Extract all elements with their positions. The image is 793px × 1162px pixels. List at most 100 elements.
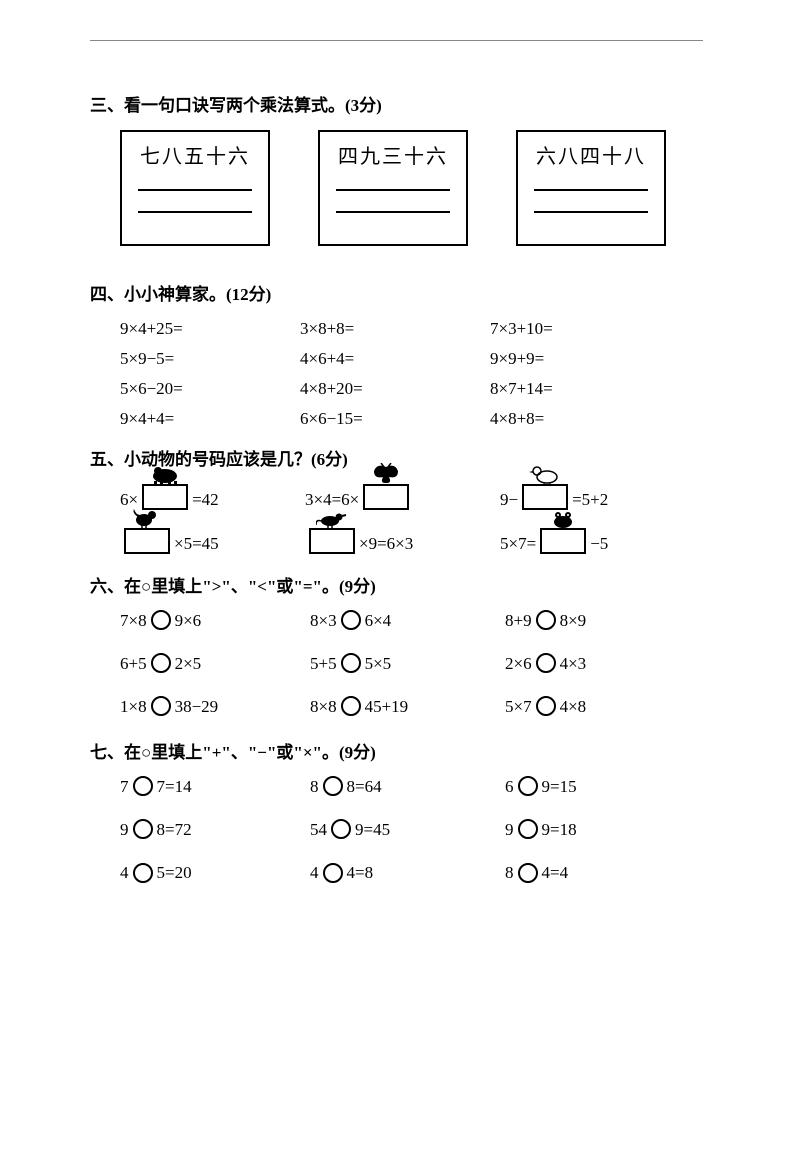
lhs: 4 bbox=[310, 863, 319, 882]
circle-blank[interactable] bbox=[536, 653, 556, 673]
section5-row1: 6× =42 3×4=6× 9− bbox=[120, 484, 703, 510]
rhs: 8=72 bbox=[157, 820, 192, 839]
fill-item: ×9=6×3 bbox=[305, 528, 500, 554]
compare-item: 5×74×8 bbox=[505, 697, 680, 718]
rhyme-box-1: 七八五十六 bbox=[120, 130, 270, 246]
calc-item: 8×7+14= bbox=[490, 379, 660, 399]
rhyme-box-3: 六八四十八 bbox=[516, 130, 666, 246]
lhs: 6 bbox=[505, 777, 514, 796]
answer-line[interactable] bbox=[336, 189, 450, 191]
rhs: 4=8 bbox=[347, 863, 374, 882]
lhs: 1×8 bbox=[120, 697, 147, 716]
lhs: 9 bbox=[120, 820, 129, 839]
rhs: 5×5 bbox=[365, 654, 392, 673]
lhs: 8×8 bbox=[310, 697, 337, 716]
compare-item: 8+98×9 bbox=[505, 611, 680, 632]
section7-grid: 77=14 88=64 69=15 98=72 549=45 99=18 45=… bbox=[120, 777, 703, 884]
answer-box[interactable] bbox=[124, 528, 170, 554]
circle-blank[interactable] bbox=[151, 610, 171, 630]
answer-line[interactable] bbox=[138, 211, 252, 213]
section6-grid: 7×89×6 8×36×4 8+98×9 6+52×5 5+55×5 2×64×… bbox=[120, 611, 703, 718]
calc-item: 9×4+4= bbox=[120, 409, 300, 429]
op-item: 9 8=72 bbox=[120, 820, 310, 841]
circle-blank[interactable] bbox=[323, 863, 343, 883]
expr-post: −5 bbox=[590, 534, 608, 554]
fill-item: 9− =5+2 bbox=[500, 484, 680, 510]
rooster-icon bbox=[132, 505, 162, 529]
lhs: 8 bbox=[505, 863, 514, 882]
lhs: 5×7 bbox=[505, 697, 532, 716]
circle-blank[interactable] bbox=[323, 776, 343, 796]
circle-blank[interactable] bbox=[341, 610, 361, 630]
calc-item: 5×6−20= bbox=[120, 379, 300, 399]
rhyme-text-1: 七八五十六 bbox=[134, 140, 256, 169]
expr-pre: 5×7= bbox=[500, 534, 536, 554]
frog-icon bbox=[549, 509, 577, 529]
rhs: 4=4 bbox=[542, 863, 569, 882]
lhs: 54 bbox=[310, 820, 327, 839]
calc-item: 4×8+20= bbox=[300, 379, 490, 399]
circle-blank[interactable] bbox=[133, 819, 153, 839]
rhyme-box-2: 四九三十六 bbox=[318, 130, 468, 246]
section3-title: 三、看一句口诀写两个乘法算式。(3分) bbox=[90, 91, 703, 116]
lhs: 9 bbox=[505, 820, 514, 839]
rhs: 9=45 bbox=[355, 820, 390, 839]
circle-blank[interactable] bbox=[151, 696, 171, 716]
answer-box[interactable] bbox=[363, 484, 409, 510]
circle-blank[interactable] bbox=[133, 863, 153, 883]
circle-blank[interactable] bbox=[518, 863, 538, 883]
compare-item: 5+5 5×5 bbox=[310, 654, 505, 675]
rhs: 4×3 bbox=[560, 654, 587, 673]
rhs: 9=15 bbox=[542, 777, 577, 796]
compare-item: 8×8 45+19 bbox=[310, 697, 505, 718]
calc-item: 7×3+10= bbox=[490, 319, 660, 339]
circle-blank[interactable] bbox=[341, 696, 361, 716]
answer-line[interactable] bbox=[534, 189, 648, 191]
lhs: 8+9 bbox=[505, 611, 532, 630]
rhs: 45+19 bbox=[365, 697, 409, 716]
op-item: 6 9=15 bbox=[505, 777, 680, 798]
section5-body: 6× =42 3×4=6× 9− bbox=[120, 484, 703, 554]
answer-box[interactable] bbox=[522, 484, 568, 510]
answer-line[interactable] bbox=[336, 211, 450, 213]
compare-item: 2×64×3 bbox=[505, 654, 680, 675]
rhs: 5=20 bbox=[157, 863, 192, 882]
circle-blank[interactable] bbox=[341, 653, 361, 673]
circle-blank[interactable] bbox=[536, 610, 556, 630]
section5-row2: ×5=45 ×9=6×3 5×7= −5 bbox=[120, 528, 703, 554]
circle-blank[interactable] bbox=[518, 776, 538, 796]
calc-item: 3×8+8= bbox=[300, 319, 490, 339]
duck-icon bbox=[529, 463, 561, 485]
butterfly-icon bbox=[371, 463, 401, 485]
op-item: 88=64 bbox=[310, 777, 505, 798]
circle-blank[interactable] bbox=[331, 819, 351, 839]
expr-post: =42 bbox=[192, 490, 219, 510]
rhyme-text-3: 六八四十八 bbox=[530, 140, 652, 169]
op-item: 54 9=45 bbox=[310, 820, 505, 841]
lhs: 5+5 bbox=[310, 654, 337, 673]
lhs: 6+5 bbox=[120, 654, 147, 673]
op-item: 4 4=8 bbox=[310, 863, 505, 884]
op-item: 77=14 bbox=[120, 777, 310, 798]
answer-box[interactable] bbox=[540, 528, 586, 554]
calc-item: 9×9+9= bbox=[490, 349, 660, 369]
circle-blank[interactable] bbox=[151, 653, 171, 673]
op-item: 45=20 bbox=[120, 863, 310, 884]
rhs: 38−29 bbox=[175, 697, 219, 716]
rhyme-text-2: 四九三十六 bbox=[332, 140, 454, 169]
calc-item: 6×6−15= bbox=[300, 409, 490, 429]
answer-line[interactable] bbox=[534, 211, 648, 213]
compare-item: 8×36×4 bbox=[310, 611, 505, 632]
answer-line[interactable] bbox=[138, 189, 252, 191]
rhs: 2×5 bbox=[175, 654, 202, 673]
expr-post: =5+2 bbox=[572, 490, 608, 510]
section6-title: 六、在○里填上">"、"<"或"="。(9分) bbox=[90, 572, 703, 597]
calc-item: 5×9−5= bbox=[120, 349, 300, 369]
answer-box[interactable] bbox=[309, 528, 355, 554]
circle-blank[interactable] bbox=[133, 776, 153, 796]
calc-item: 9×4+25= bbox=[120, 319, 300, 339]
circle-blank[interactable] bbox=[518, 819, 538, 839]
compare-item: 1×8 38−29 bbox=[120, 697, 310, 718]
lhs: 7 bbox=[120, 777, 129, 796]
circle-blank[interactable] bbox=[536, 696, 556, 716]
